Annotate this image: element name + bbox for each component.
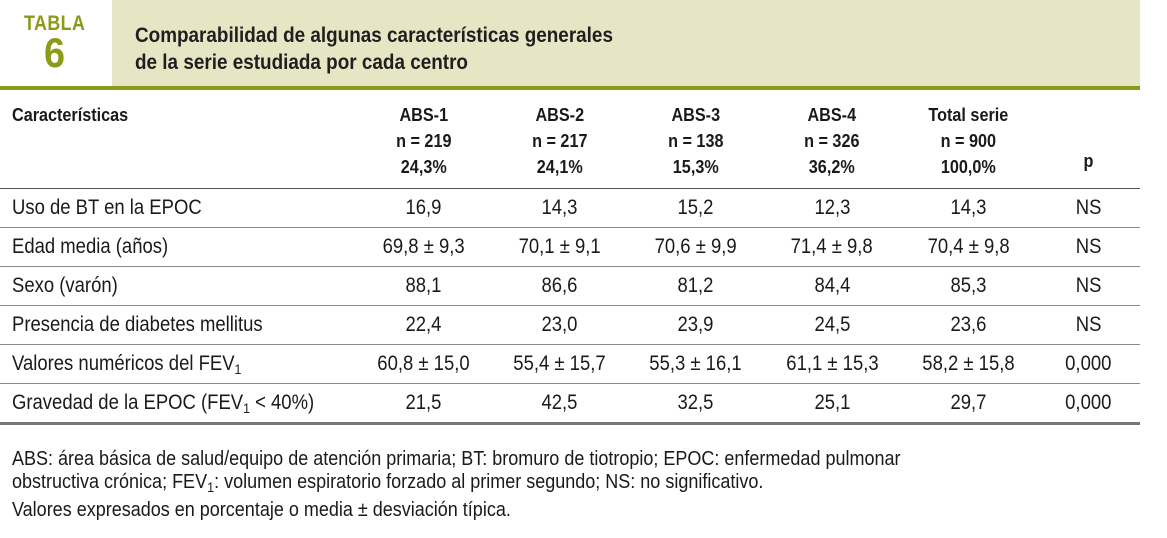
value-cell: 70,6 ± 9,9	[627, 227, 764, 267]
footnote-line: ABS: área básica de salud/equipo de aten…	[12, 448, 901, 470]
title-banner: Comparabilidad de algunas característica…	[112, 0, 1140, 86]
p-value-cell: NS	[1036, 266, 1140, 306]
column-header-pct: 24,1%	[536, 157, 583, 177]
table-header: TABLA 6 Comparabilidad de algunas caract…	[0, 0, 1140, 90]
column-header-name: Total serie	[928, 105, 1009, 125]
value-cell: 22,4	[355, 305, 492, 345]
table-row: Sexo (varón) 88,1 86,6 81,2 84,4 85,3 NS	[0, 266, 1140, 306]
column-header-pct: 24,3%	[400, 157, 447, 177]
value-cell: 12,3	[763, 188, 901, 228]
value-cell: 88,1	[355, 266, 492, 306]
column-header-abs2: ABS-2 n = 217 24,1%	[491, 90, 628, 189]
column-header-n: n = 138	[668, 131, 724, 151]
row-label: Valores numéricos del FEV1	[0, 344, 356, 384]
column-header-caracteristicas: Características	[0, 90, 356, 189]
value-cell: 55,4 ± 15,7	[491, 344, 628, 384]
value-cell: 58,2 ± 15,8	[900, 344, 1037, 384]
value-cell: 23,9	[627, 305, 764, 345]
table-row: Edad media (años) 69,8 ± 9,3 70,1 ± 9,1 70,…	[0, 227, 1140, 267]
value-cell: 16,9	[355, 188, 492, 228]
value-cell: 61,1 ± 15,3	[763, 344, 901, 384]
column-header-abs4: ABS-4 n = 326 36,2%	[763, 90, 901, 189]
value-cell: 14,3	[491, 188, 628, 228]
footnote-line: Valores expresados en porcentaje o media…	[12, 499, 511, 521]
row-label: Presencia de diabetes mellitus	[0, 305, 356, 345]
value-cell: 85,3	[900, 266, 1037, 306]
column-header-abs3: ABS-3 n = 138 15,3%	[627, 90, 764, 189]
value-cell: 24,5	[763, 305, 901, 345]
header-row: Características ABS-1 n = 219 24,3% ABS-…	[0, 90, 1140, 189]
table-title-line2: de la serie estudiada por cada centro	[135, 51, 468, 74]
column-header-name: ABS-2	[535, 105, 584, 125]
p-value-cell: NS	[1036, 305, 1140, 345]
column-header-pct: 36,2%	[809, 157, 855, 177]
column-header-name: ABS-4	[807, 105, 857, 125]
column-header-n: n = 217	[531, 131, 588, 151]
column-header-name: ABS-3	[671, 105, 721, 125]
table-title-line1: Comparabilidad de algunas característica…	[135, 24, 613, 47]
value-cell: 84,4	[763, 266, 901, 306]
table-row: Uso de BT en la EPOC 16,9 14,3 15,2 12,3 14,3…	[0, 188, 1140, 228]
table-footnote: ABS: área básica de salud/equipo de aten…	[12, 448, 1162, 522]
column-header-pct: 15,3%	[672, 157, 719, 177]
value-cell: 70,4 ± 9,8	[900, 227, 1037, 267]
column-header-total: Total serie n = 900 100,0%	[900, 90, 1037, 189]
value-cell: 86,6	[491, 266, 628, 306]
value-cell: 70,1 ± 9,1	[491, 227, 628, 267]
column-header-name: ABS-1	[399, 105, 448, 125]
value-cell: 21,5	[355, 383, 492, 425]
value-cell: 15,2	[627, 188, 764, 228]
value-cell: 71,4 ± 9,8	[763, 227, 901, 267]
p-value-cell: NS	[1036, 188, 1140, 228]
p-value-cell: 0,000	[1036, 383, 1140, 425]
data-table: Características ABS-1 n = 219 24,3% ABS-…	[0, 90, 1140, 425]
value-cell: 25,1	[763, 383, 901, 425]
table-body: Uso de BT en la EPOC 16,9 14,3 15,2 12,3 14,3…	[0, 188, 1140, 425]
row-label: Uso de BT en la EPOC	[0, 188, 356, 228]
value-cell: 69,8 ± 9,3	[355, 227, 492, 267]
table-tag: TABLA 6	[0, 0, 112, 86]
table-row: Valores numéricos del FEV1 60,8 ± 15,0 55,…	[0, 344, 1140, 384]
value-cell: 14,3	[900, 188, 1037, 228]
column-header-n: n = 900	[940, 131, 996, 151]
table-tag-number: 6	[44, 29, 66, 76]
row-label: Edad media (años)	[0, 227, 356, 267]
footnote-line: obstructiva crónica; FEV1: volumen espir…	[12, 471, 764, 495]
column-header-n: n = 326	[804, 131, 860, 151]
value-cell: 60,8 ± 15,0	[355, 344, 492, 384]
value-cell: 29,7	[900, 383, 1037, 425]
value-cell: 81,2	[627, 266, 764, 306]
table-tag-word: TABLA	[24, 12, 86, 35]
value-cell: 23,6	[900, 305, 1037, 345]
header-divider	[0, 86, 1140, 90]
table-row: Presencia de diabetes mellitus 22,4 23,0 23…	[0, 305, 1140, 345]
column-header-pct: 100,0%	[940, 157, 996, 177]
p-value-cell: 0,000	[1036, 344, 1140, 384]
column-header-abs1: ABS-1 n = 219 24,3%	[355, 90, 492, 189]
column-header-n: n = 219	[395, 131, 452, 151]
value-cell: 42,5	[491, 383, 628, 425]
table-row: Gravedad de la EPOC (FEV1 < 40%) 21,5 42,5…	[0, 383, 1140, 425]
column-header-p: p	[1036, 90, 1140, 189]
value-cell: 32,5	[627, 383, 764, 425]
row-label: Gravedad de la EPOC (FEV1 < 40%)	[0, 383, 356, 425]
value-cell: 23,0	[491, 305, 628, 345]
p-value-cell: NS	[1036, 227, 1140, 267]
table-title: Comparabilidad de algunas característica…	[135, 22, 613, 76]
value-cell: 55,3 ± 16,1	[627, 344, 764, 384]
row-label: Sexo (varón)	[0, 266, 356, 306]
